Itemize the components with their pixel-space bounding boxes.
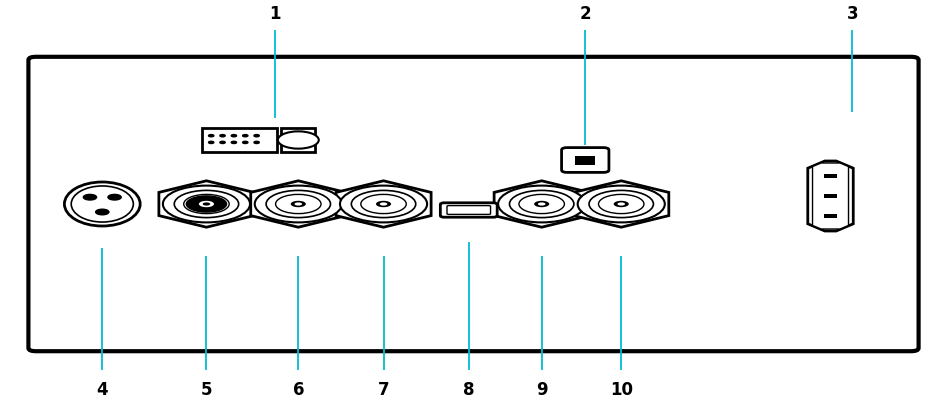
Polygon shape	[251, 181, 346, 227]
Circle shape	[186, 195, 227, 213]
Text: 5: 5	[201, 381, 212, 399]
Circle shape	[380, 202, 387, 206]
Circle shape	[242, 141, 248, 144]
Circle shape	[231, 141, 237, 144]
Circle shape	[266, 190, 331, 218]
Bar	[824, 194, 837, 198]
Circle shape	[291, 201, 306, 207]
Circle shape	[538, 202, 545, 206]
Circle shape	[340, 186, 427, 222]
Text: 6: 6	[293, 381, 304, 399]
Text: 4: 4	[97, 381, 108, 399]
Circle shape	[277, 131, 319, 149]
Circle shape	[83, 194, 97, 200]
Polygon shape	[813, 163, 849, 229]
Polygon shape	[494, 181, 589, 227]
Circle shape	[242, 134, 248, 137]
Circle shape	[231, 134, 237, 137]
Circle shape	[534, 201, 549, 207]
Text: 9: 9	[536, 381, 547, 399]
Circle shape	[199, 201, 214, 207]
Circle shape	[351, 190, 416, 218]
Bar	[824, 174, 837, 178]
Circle shape	[254, 134, 259, 137]
Circle shape	[276, 194, 321, 214]
Polygon shape	[574, 181, 669, 227]
FancyBboxPatch shape	[281, 128, 315, 152]
Ellipse shape	[64, 182, 140, 226]
Circle shape	[519, 194, 564, 214]
Text: 2: 2	[580, 5, 591, 23]
Polygon shape	[808, 161, 853, 231]
Circle shape	[361, 194, 406, 214]
Circle shape	[254, 141, 259, 144]
FancyBboxPatch shape	[562, 148, 609, 172]
FancyBboxPatch shape	[447, 206, 491, 214]
Circle shape	[599, 194, 644, 214]
Circle shape	[96, 209, 109, 215]
Text: 7: 7	[378, 381, 389, 399]
Circle shape	[174, 190, 239, 218]
Circle shape	[614, 201, 629, 207]
Polygon shape	[159, 181, 254, 227]
Bar	[576, 156, 595, 164]
Circle shape	[203, 202, 210, 206]
Text: 1: 1	[269, 5, 280, 23]
Circle shape	[208, 134, 214, 137]
FancyBboxPatch shape	[440, 203, 497, 217]
Circle shape	[376, 201, 391, 207]
Circle shape	[509, 190, 574, 218]
Ellipse shape	[71, 186, 134, 222]
Text: 10: 10	[610, 381, 633, 399]
Circle shape	[220, 134, 225, 137]
Text: 3: 3	[847, 5, 858, 23]
Bar	[824, 214, 837, 218]
Circle shape	[255, 186, 342, 222]
Circle shape	[578, 186, 665, 222]
Circle shape	[208, 141, 214, 144]
Circle shape	[498, 186, 585, 222]
Circle shape	[617, 202, 625, 206]
Circle shape	[163, 186, 250, 222]
Circle shape	[184, 194, 229, 214]
Circle shape	[220, 141, 225, 144]
Circle shape	[108, 194, 121, 200]
FancyBboxPatch shape	[202, 128, 277, 152]
Text: 8: 8	[463, 381, 474, 399]
Polygon shape	[336, 181, 431, 227]
Circle shape	[295, 202, 302, 206]
Circle shape	[589, 190, 653, 218]
FancyBboxPatch shape	[28, 57, 919, 351]
